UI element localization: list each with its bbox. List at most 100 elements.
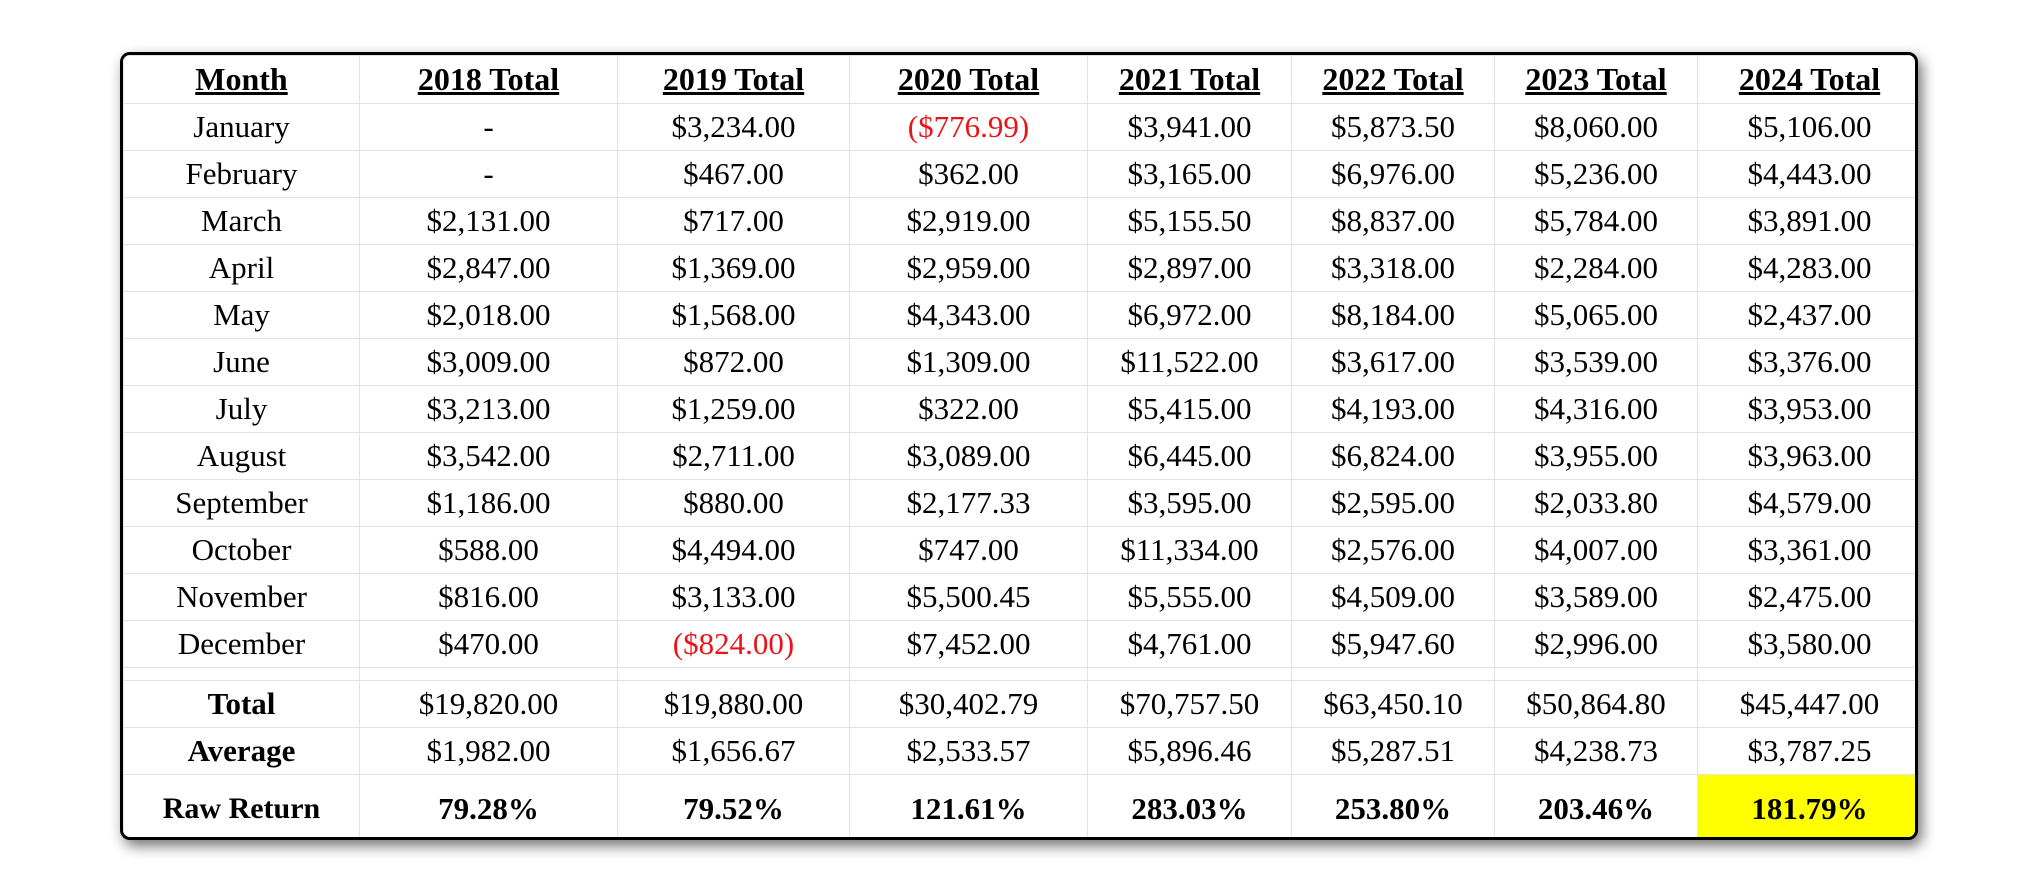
month-cell[interactable]: November <box>123 573 360 621</box>
raw-return-row-value[interactable]: 79.52% <box>617 774 850 837</box>
value-cell[interactable]: $3,589.00 <box>1494 573 1698 621</box>
value-cell[interactable]: $2,131.00 <box>359 197 618 245</box>
value-cell[interactable]: $2,437.00 <box>1697 291 1915 339</box>
month-cell[interactable]: August <box>123 432 360 480</box>
value-cell[interactable]: $4,579.00 <box>1697 479 1915 527</box>
empty-cell[interactable] <box>849 667 1088 681</box>
value-cell[interactable]: $2,897.00 <box>1087 244 1292 292</box>
average-row-value[interactable]: $1,656.67 <box>617 727 850 775</box>
total-row-value[interactable]: $30,402.79 <box>849 680 1088 728</box>
value-cell[interactable]: $1,186.00 <box>359 479 618 527</box>
value-cell[interactable]: $3,580.00 <box>1697 620 1915 668</box>
value-cell[interactable]: $2,711.00 <box>617 432 850 480</box>
header-year-1[interactable]: 2019 Total <box>617 55 850 104</box>
average-row-value[interactable]: $5,287.51 <box>1291 727 1495 775</box>
value-cell[interactable]: $3,539.00 <box>1494 338 1698 386</box>
value-cell[interactable]: $8,837.00 <box>1291 197 1495 245</box>
empty-cell[interactable] <box>1087 667 1292 681</box>
average-row-value[interactable]: $3,787.25 <box>1697 727 1915 775</box>
value-cell[interactable]: $5,873.50 <box>1291 103 1495 151</box>
month-cell[interactable]: October <box>123 526 360 574</box>
average-row-value[interactable]: $5,896.46 <box>1087 727 1292 775</box>
total-row-value[interactable]: $45,447.00 <box>1697 680 1915 728</box>
highlighted-return-cell[interactable]: 181.79% <box>1697 774 1915 837</box>
value-cell[interactable]: $588.00 <box>359 526 618 574</box>
average-row-value[interactable]: $4,238.73 <box>1494 727 1698 775</box>
value-cell[interactable]: $6,976.00 <box>1291 150 1495 198</box>
value-cell[interactable]: $4,193.00 <box>1291 385 1495 433</box>
value-cell[interactable]: $5,500.45 <box>849 573 1088 621</box>
total-row-value[interactable]: $70,757.50 <box>1087 680 1292 728</box>
value-cell[interactable]: $2,284.00 <box>1494 244 1698 292</box>
total-row-value[interactable]: $50,864.80 <box>1494 680 1698 728</box>
empty-cell[interactable] <box>359 667 618 681</box>
value-cell[interactable]: $6,445.00 <box>1087 432 1292 480</box>
empty-cell[interactable] <box>1291 667 1495 681</box>
value-cell[interactable]: $1,259.00 <box>617 385 850 433</box>
value-cell[interactable]: $5,415.00 <box>1087 385 1292 433</box>
value-cell[interactable]: $8,184.00 <box>1291 291 1495 339</box>
value-cell[interactable]: $5,106.00 <box>1697 103 1915 151</box>
raw-return-row-value[interactable]: 253.80% <box>1291 774 1495 837</box>
value-cell[interactable]: $3,165.00 <box>1087 150 1292 198</box>
raw-return-row-value[interactable]: 283.03% <box>1087 774 1292 837</box>
value-cell[interactable]: $7,452.00 <box>849 620 1088 668</box>
value-cell[interactable]: $11,334.00 <box>1087 526 1292 574</box>
value-cell[interactable]: $5,065.00 <box>1494 291 1698 339</box>
value-cell[interactable]: $470.00 <box>359 620 618 668</box>
value-cell[interactable]: $3,963.00 <box>1697 432 1915 480</box>
value-cell[interactable]: $2,959.00 <box>849 244 1088 292</box>
value-cell[interactable]: $1,309.00 <box>849 338 1088 386</box>
value-cell[interactable]: $4,509.00 <box>1291 573 1495 621</box>
value-cell[interactable]: ($824.00) <box>617 620 850 668</box>
value-cell[interactable]: - <box>359 150 618 198</box>
value-cell[interactable]: $322.00 <box>849 385 1088 433</box>
value-cell[interactable]: $1,369.00 <box>617 244 850 292</box>
value-cell[interactable]: $3,361.00 <box>1697 526 1915 574</box>
value-cell[interactable]: $4,494.00 <box>617 526 850 574</box>
value-cell[interactable]: $3,617.00 <box>1291 338 1495 386</box>
value-cell[interactable]: $3,955.00 <box>1494 432 1698 480</box>
value-cell[interactable]: $2,033.80 <box>1494 479 1698 527</box>
value-cell[interactable]: $4,443.00 <box>1697 150 1915 198</box>
average-row-value[interactable]: $2,533.57 <box>849 727 1088 775</box>
total-row-value[interactable]: $19,820.00 <box>359 680 618 728</box>
value-cell[interactable]: $3,941.00 <box>1087 103 1292 151</box>
value-cell[interactable]: $872.00 <box>617 338 850 386</box>
value-cell[interactable]: $2,576.00 <box>1291 526 1495 574</box>
value-cell[interactable]: $1,568.00 <box>617 291 850 339</box>
value-cell[interactable]: $3,009.00 <box>359 338 618 386</box>
empty-cell[interactable] <box>617 667 850 681</box>
value-cell[interactable]: $2,595.00 <box>1291 479 1495 527</box>
value-cell[interactable]: $2,018.00 <box>359 291 618 339</box>
value-cell[interactable]: $3,542.00 <box>359 432 618 480</box>
value-cell[interactable]: $5,236.00 <box>1494 150 1698 198</box>
value-cell[interactable]: $6,972.00 <box>1087 291 1292 339</box>
month-cell[interactable]: February <box>123 150 360 198</box>
value-cell[interactable]: $2,919.00 <box>849 197 1088 245</box>
value-cell[interactable]: $3,234.00 <box>617 103 850 151</box>
value-cell[interactable]: $11,522.00 <box>1087 338 1292 386</box>
value-cell[interactable]: $2,177.33 <box>849 479 1088 527</box>
header-year-0[interactable]: 2018 Total <box>359 55 618 104</box>
value-cell[interactable]: $4,343.00 <box>849 291 1088 339</box>
value-cell[interactable]: ($776.99) <box>849 103 1088 151</box>
value-cell[interactable]: $467.00 <box>617 150 850 198</box>
month-cell[interactable]: July <box>123 385 360 433</box>
average-row-value[interactable]: $1,982.00 <box>359 727 618 775</box>
empty-cell[interactable] <box>1494 667 1698 681</box>
month-cell[interactable]: September <box>123 479 360 527</box>
header-month[interactable]: Month <box>123 55 360 104</box>
value-cell[interactable]: $4,316.00 <box>1494 385 1698 433</box>
total-row-value[interactable]: $63,450.10 <box>1291 680 1495 728</box>
empty-cell[interactable] <box>123 667 360 681</box>
value-cell[interactable]: $3,133.00 <box>617 573 850 621</box>
month-cell[interactable]: December <box>123 620 360 668</box>
header-year-2[interactable]: 2020 Total <box>849 55 1088 104</box>
header-year-5[interactable]: 2023 Total <box>1494 55 1698 104</box>
value-cell[interactable]: $5,947.60 <box>1291 620 1495 668</box>
average-row-label[interactable]: Average <box>123 727 360 775</box>
header-year-6[interactable]: 2024 Total <box>1697 55 1915 104</box>
value-cell[interactable]: $3,376.00 <box>1697 338 1915 386</box>
value-cell[interactable]: $5,155.50 <box>1087 197 1292 245</box>
